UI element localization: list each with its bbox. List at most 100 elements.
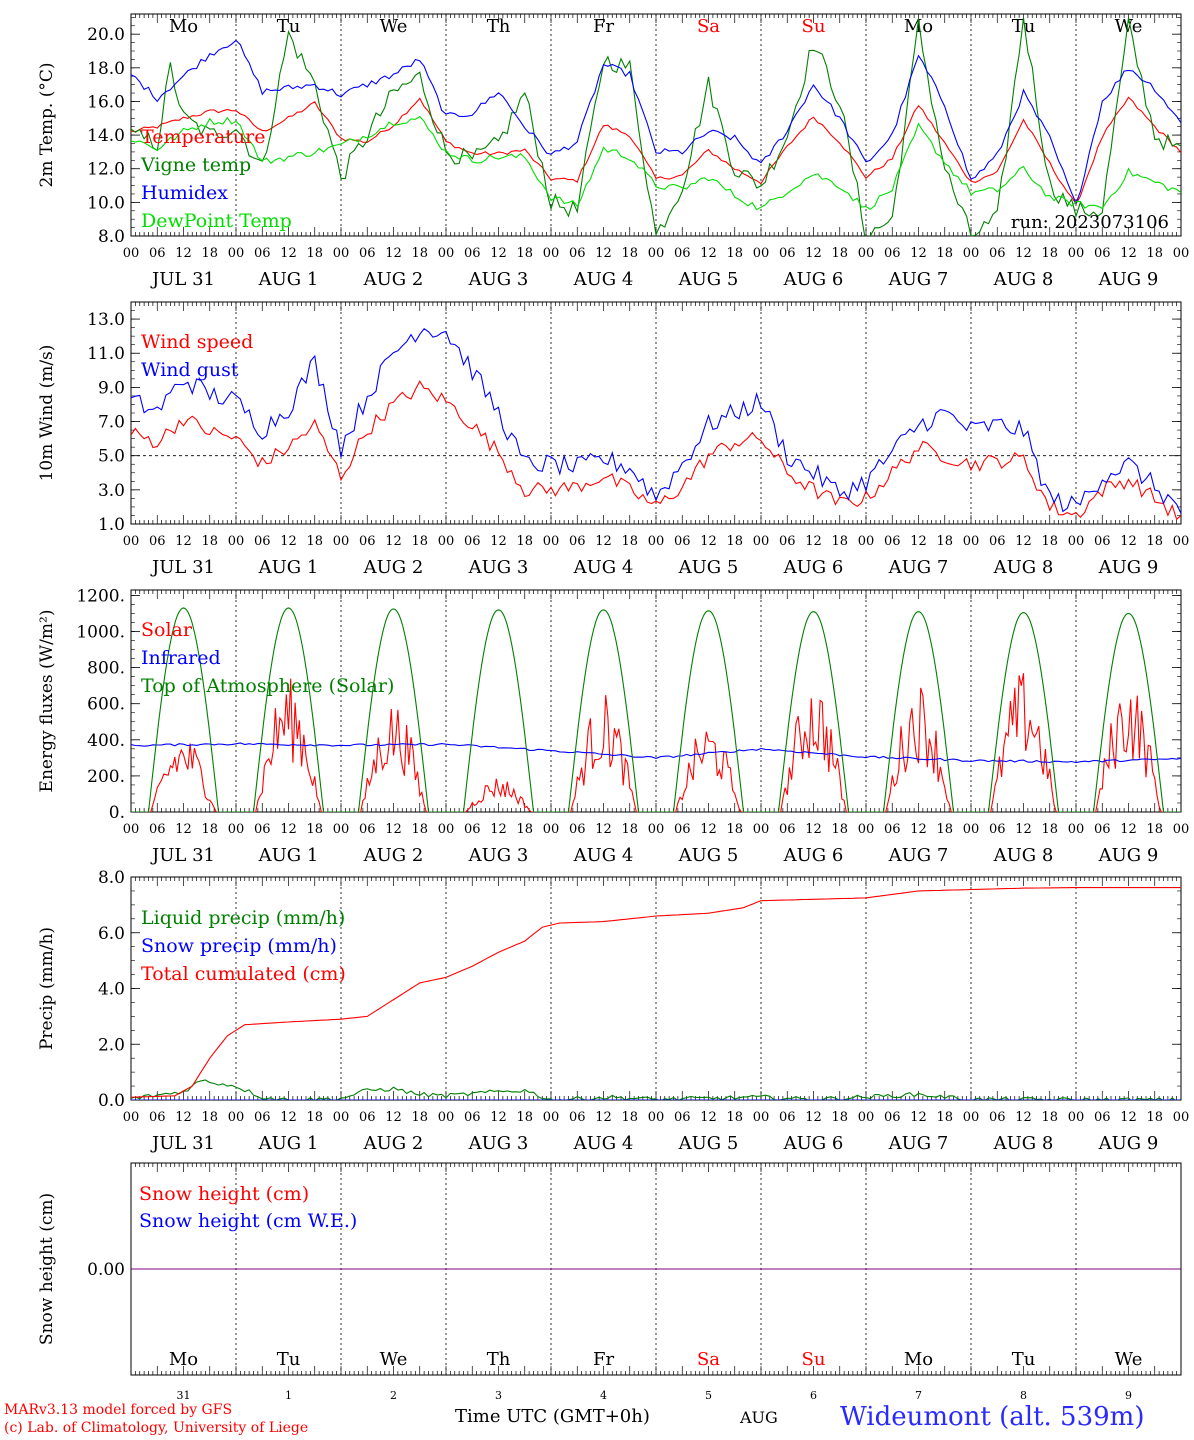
day-number-label: 5 (705, 1389, 712, 1402)
legend-entry: Wind speed (141, 331, 253, 353)
hour-tick-label: 00 (1068, 1110, 1085, 1125)
y-tick-label: 13.0 (87, 310, 125, 330)
hour-tick-label: 00 (753, 822, 770, 837)
hour-tick-label: 18 (936, 534, 953, 549)
y-tick-label: 10.0 (87, 193, 125, 213)
y-tick-label: 11.0 (87, 344, 125, 364)
month-label: AUG (740, 1408, 778, 1427)
hour-tick-label: 12 (490, 1110, 507, 1125)
weekday-label: Mo (904, 16, 933, 37)
date-label: AUG 5 (678, 1133, 739, 1154)
hour-tick-label: 06 (779, 1110, 796, 1125)
hour-tick-label: 18 (621, 1110, 638, 1125)
date-label: AUG 7 (888, 557, 949, 578)
date-label: AUG 2 (363, 269, 424, 290)
hour-tick-label: 00 (753, 1110, 770, 1125)
infrared-line (131, 742, 1181, 764)
hour-tick-label: 12 (595, 822, 612, 837)
date-label: AUG 4 (573, 845, 634, 866)
series-group (131, 17, 1181, 236)
weekday-label: We (380, 16, 408, 37)
hour-tick-label: 12 (385, 822, 402, 837)
hour-tick-label: 00 (1068, 534, 1085, 549)
hour-tick-label: 18 (1041, 246, 1058, 261)
hour-tick-label: 06 (674, 534, 691, 549)
y-tick-label: 7.0 (98, 413, 125, 433)
humidex-line (131, 39, 1181, 205)
hour-tick-label: 12 (805, 246, 822, 261)
hour-tick-label: 18 (306, 534, 323, 549)
hour-tick-label: 06 (779, 534, 796, 549)
y-tick-label: 0. (109, 803, 125, 823)
hour-tick-label: 00 (228, 822, 245, 837)
date-label: JUL 31 (150, 557, 215, 578)
station-label: Wideumont (alt. 539m) (840, 1402, 1145, 1432)
hour-tick-label: 00 (228, 534, 245, 549)
legend-entry: Temperature (141, 126, 265, 148)
date-label: AUG 9 (1098, 1133, 1159, 1154)
y-tick-label: 8.0 (98, 227, 125, 247)
hour-tick-label: 06 (254, 822, 271, 837)
hour-tick-label: 00 (858, 246, 875, 261)
hour-tick-label: 06 (1094, 822, 1111, 837)
hour-tick-label: 00 (1173, 1110, 1190, 1125)
date-label: AUG 9 (1098, 269, 1159, 290)
y-tick-label: 3.0 (98, 481, 125, 501)
hour-tick-label: 18 (201, 246, 218, 261)
hour-tick-label: 18 (726, 534, 743, 549)
hour-tick-label: 00 (333, 1110, 350, 1125)
hour-tick-label: 00 (543, 822, 560, 837)
hour-tick-label: 00 (963, 822, 980, 837)
hour-tick-label: 06 (989, 1110, 1006, 1125)
hour-tick-label: 18 (411, 822, 428, 837)
hour-tick-label: 06 (464, 1110, 481, 1125)
hour-tick-label: 00 (648, 1110, 665, 1125)
hour-tick-label: 18 (516, 822, 533, 837)
hour-tick-label: 18 (1146, 246, 1163, 261)
hour-tick-label: 06 (149, 822, 166, 837)
hour-tick-label: 12 (1120, 246, 1137, 261)
y-tick-label: 800. (87, 659, 125, 679)
hour-tick-label: 18 (726, 246, 743, 261)
series-group (131, 887, 1181, 1100)
weekday-label: We (380, 1349, 408, 1370)
weekday-label: Mo (904, 1349, 933, 1370)
series-group (131, 607, 1181, 812)
date-label: JUL 31 (150, 1133, 215, 1154)
credit-line-model: MARv3.13 model forced by GFS (4, 1402, 233, 1418)
weekday-label: Th (487, 16, 511, 37)
hour-tick-label: 00 (858, 534, 875, 549)
hour-tick-label: 00 (1068, 246, 1085, 261)
series-group (131, 328, 1181, 521)
date-label: AUG 6 (783, 845, 844, 866)
date-label: AUG 7 (888, 269, 949, 290)
y-axis-title: Snow height (cm) (37, 1193, 57, 1345)
legend-entry: Solar (141, 619, 193, 641)
day-number-label: 6 (810, 1389, 817, 1402)
hour-tick-label: 00 (1173, 246, 1190, 261)
weekday-label: Tu (1012, 16, 1036, 37)
hour-tick-label: 06 (254, 1110, 271, 1125)
legend-entry: Liquid precip (mm/h) (141, 907, 345, 929)
hour-tick-label: 18 (936, 1110, 953, 1125)
hour-tick-label: 12 (1120, 822, 1137, 837)
hour-tick-label: 12 (280, 246, 297, 261)
hour-tick-label: 18 (831, 246, 848, 261)
y-tick-label: 400. (87, 731, 125, 751)
date-label: AUG 6 (783, 557, 844, 578)
panel-5: 0.00 Snow height (cm) Mo 31 Tu 1 We 2 Th 3 Fr 4 Sa 5 S… (37, 1162, 1182, 1402)
hour-tick-label: 18 (411, 1110, 428, 1125)
hour-tick-label: 18 (621, 246, 638, 261)
date-label: AUG 7 (888, 845, 949, 866)
weekday-label: Tu (277, 16, 301, 37)
hour-tick-label: 18 (411, 534, 428, 549)
hour-tick-label: 18 (726, 822, 743, 837)
date-label: AUG 3 (468, 1133, 529, 1154)
date-label: AUG 4 (573, 1133, 634, 1154)
hour-tick-label: 00 (543, 1110, 560, 1125)
panel-1: 8.0 10.0 12.0 14.0 16.0 18.0 20.0 2m Temp. (°C)… (37, 13, 1190, 290)
day-number-label: 8 (1020, 1389, 1027, 1402)
hour-tick-label: 18 (306, 822, 323, 837)
legend-entry: Total cumulated (cm) (141, 963, 346, 985)
total-cumulated-cm-line (131, 887, 1181, 1098)
